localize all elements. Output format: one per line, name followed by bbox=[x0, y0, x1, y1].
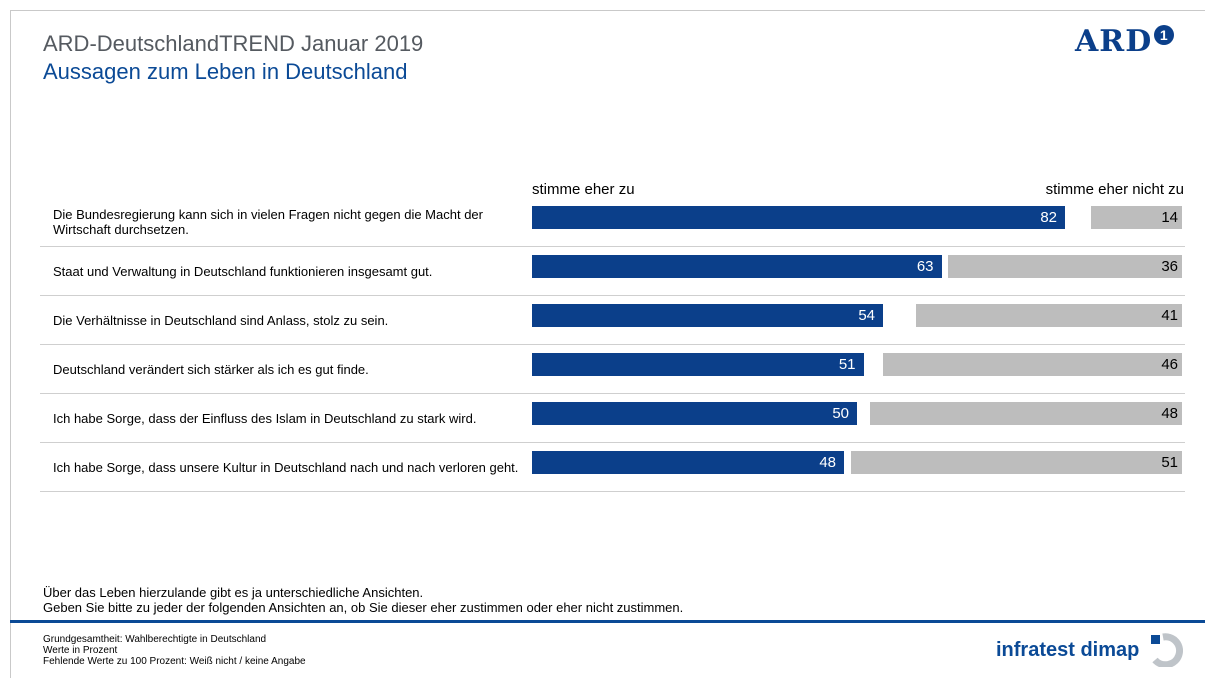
category-label: Ich habe Sorge, dass unsere Kultur in De… bbox=[53, 459, 519, 475]
data-label-disagree: 41 bbox=[1161, 307, 1178, 324]
chart-row: Ich habe Sorge, dass unsere Kultur in De… bbox=[40, 443, 1185, 492]
category-label: Deutschland verändert sich stärker als i… bbox=[53, 361, 369, 377]
bar-agree: 51 bbox=[532, 353, 864, 376]
ard-logo: ARD 1 bbox=[1075, 24, 1175, 59]
ard-logo-text: ARD bbox=[1075, 24, 1153, 59]
bar-agree: 48 bbox=[532, 451, 844, 474]
data-label-disagree: 36 bbox=[1161, 258, 1178, 275]
bar-disagree: 41 bbox=[915, 304, 1182, 327]
bar-disagree: 48 bbox=[870, 402, 1182, 425]
footer-line-1: Grundgesamtheit: Wahlberechtigte in Deut… bbox=[43, 634, 267, 645]
bar-disagree: 46 bbox=[883, 353, 1182, 376]
data-label-agree: 51 bbox=[838, 356, 856, 373]
infratest-mark-icon bbox=[1151, 633, 1184, 667]
data-label-disagree: 48 bbox=[1161, 405, 1178, 422]
bar-disagree: 51 bbox=[850, 451, 1182, 474]
infratest-dimap-text: infratest dimap bbox=[996, 638, 1140, 661]
data-label-agree: 82 bbox=[1040, 209, 1057, 226]
data-label-disagree: 14 bbox=[1161, 209, 1178, 226]
footer-line-3: Fehlende Werte zu 100 Prozent: Weiß nich… bbox=[43, 656, 306, 667]
data-label-agree: 50 bbox=[832, 405, 849, 422]
category-label: Ich habe Sorge, dass der Einfluss des Is… bbox=[53, 410, 477, 426]
infratest-dimap-logo: infratest dimap bbox=[996, 633, 1184, 667]
bar-agree: 50 bbox=[532, 402, 857, 425]
bar-agree: 82 bbox=[532, 206, 1065, 229]
data-label-agree: 63 bbox=[916, 258, 934, 275]
chart-row: Ich habe Sorge, dass der Einfluss des Is… bbox=[40, 394, 1185, 443]
data-label-agree: 48 bbox=[819, 454, 836, 471]
category-label: Die Bundesregierung kann sich in vielen … bbox=[53, 207, 483, 237]
footer-notes: Grundgesamtheit: Wahlberechtigte in Deut… bbox=[43, 634, 306, 667]
legend-disagree: stimme eher nicht zu bbox=[1045, 181, 1184, 198]
chart-row: Die Verhältnisse in Deutschland sind Anl… bbox=[40, 296, 1185, 345]
chart-row: Deutschland verändert sich stärker als i… bbox=[40, 345, 1185, 394]
chart-subtitle: Aussagen zum Leben in Deutschland bbox=[43, 59, 408, 84]
chart-row: Die Bundesregierung kann sich in vielen … bbox=[40, 198, 1185, 247]
bar-disagree: 14 bbox=[1091, 206, 1182, 229]
bar-agree: 63 bbox=[532, 255, 942, 278]
chart-title: ARD-DeutschlandTREND Januar 2019 bbox=[43, 31, 424, 56]
legend-agree: stimme eher zu bbox=[532, 181, 635, 198]
data-label-agree: 54 bbox=[858, 307, 875, 324]
footer-line-2: Werte in Prozent bbox=[43, 645, 118, 656]
category-label: Staat und Verwaltung in Deutschland funk… bbox=[53, 263, 433, 279]
bar-agree: 54 bbox=[532, 304, 883, 327]
question-text: Über das Leben hierzulande gibt es ja un… bbox=[43, 585, 683, 615]
bar-disagree: 36 bbox=[948, 255, 1182, 278]
footer-divider bbox=[10, 620, 1205, 623]
question-line-2: Geben Sie bitte zu jeder der folgenden A… bbox=[43, 600, 684, 615]
chart-row: Staat und Verwaltung in Deutschland funk… bbox=[40, 247, 1185, 296]
data-label-disagree: 51 bbox=[1161, 454, 1178, 471]
category-label: Die Verhältnisse in Deutschland sind Anl… bbox=[53, 312, 389, 328]
question-line-1: Über das Leben hierzulande gibt es ja un… bbox=[43, 585, 424, 600]
data-label-disagree: 46 bbox=[1161, 356, 1178, 373]
ard-logo-badge: 1 bbox=[1154, 25, 1175, 45]
chart-frame bbox=[10, 10, 1205, 678]
